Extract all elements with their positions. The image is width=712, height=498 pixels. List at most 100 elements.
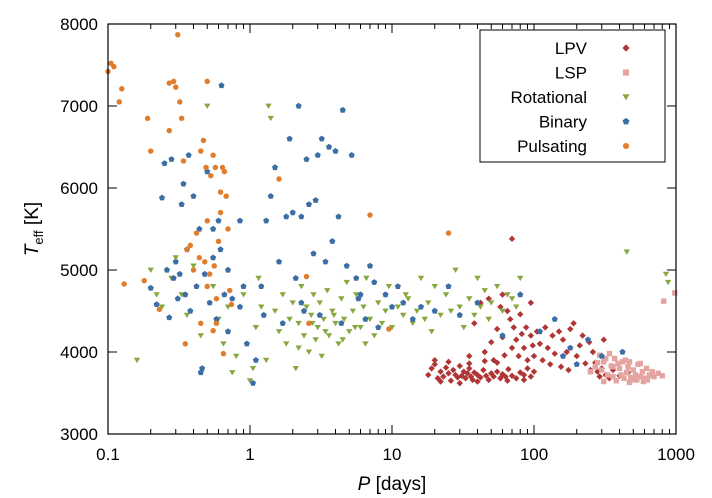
lsp-point: [611, 355, 618, 362]
rotational-point: [298, 284, 305, 290]
pulsating-point: [228, 301, 235, 308]
pulsating-point: [200, 137, 207, 144]
binary-point: [168, 156, 175, 162]
lpv-point: [425, 371, 432, 379]
rotational-point: [308, 312, 315, 318]
binary-point: [279, 320, 286, 326]
lpv-point: [505, 366, 512, 373]
rotational-point: [300, 333, 308, 339]
binary-point: [559, 352, 567, 359]
lpv-point: [450, 366, 457, 374]
series-pulsating: [105, 31, 452, 357]
binary-point: [295, 102, 302, 109]
pulsating-point: [210, 327, 216, 334]
lpv-point: [447, 377, 455, 384]
lpv-point: [504, 377, 511, 384]
legend-item-pulsating: Pulsating: [517, 137, 630, 156]
rotational-point: [477, 304, 484, 310]
rotational-point: [360, 304, 367, 310]
binary-point: [517, 291, 524, 298]
binary-point: [567, 344, 574, 351]
rotational-point: [481, 288, 488, 294]
rotational-point: [493, 284, 501, 290]
y-tick-label: 7000: [60, 97, 98, 116]
rotational-point: [279, 292, 286, 298]
lsp-point: [649, 368, 655, 375]
pulsating-point: [208, 172, 214, 179]
lpv-point: [431, 357, 438, 364]
rotational-point: [394, 304, 402, 310]
binary-point: [298, 213, 305, 220]
binary-point: [289, 209, 296, 216]
rotational-point: [371, 333, 378, 339]
binary-point: [300, 307, 308, 314]
rotational-point: [431, 284, 438, 290]
legend: LPV LSP Rotational Binary Pulsating: [479, 29, 666, 163]
rotational-point: [158, 304, 166, 310]
binary-point: [417, 303, 425, 310]
lsp-point: [622, 357, 629, 363]
legend-item-lsp: LSP: [555, 64, 630, 83]
pulsating-point: [198, 148, 204, 154]
pulsating-point: [121, 281, 127, 287]
rotational-point: [437, 312, 444, 318]
rotational-point: [456, 304, 463, 310]
lpv-point: [563, 348, 570, 356]
lpv-point: [445, 358, 452, 366]
lsp-point: [661, 298, 667, 304]
lpv-point: [488, 338, 495, 346]
pulsating-point: [166, 127, 172, 134]
lsp-point: [601, 359, 607, 365]
rotational-point: [246, 378, 254, 384]
lpv-point: [485, 295, 492, 302]
lsp-point: [625, 364, 631, 370]
rotational-point: [474, 275, 481, 282]
lpv-point: [469, 376, 476, 384]
rotational-point: [339, 337, 346, 343]
rotational-point: [183, 312, 191, 318]
binary-point: [275, 258, 283, 265]
lpv-point: [513, 336, 520, 343]
lpv-point: [466, 360, 473, 367]
rotational-point: [325, 333, 333, 339]
lpv-point: [527, 373, 535, 380]
lpv-point: [559, 336, 567, 343]
lsp-point: [628, 374, 634, 381]
rotational-point: [335, 341, 342, 347]
binary-point: [229, 295, 236, 302]
rotational-point: [485, 316, 492, 323]
lpv-point: [437, 368, 444, 375]
binary-point: [182, 291, 189, 298]
binary-point: [332, 147, 339, 154]
lsp-point: [599, 367, 605, 373]
binary-point: [170, 275, 177, 281]
pulsating-point: [213, 295, 220, 302]
rotational-point: [442, 292, 450, 298]
x-tick-label: 1000: [657, 445, 695, 464]
pulsating-point: [219, 164, 226, 171]
binary-point: [187, 307, 194, 314]
rotational-point: [310, 292, 317, 298]
lsp-point: [626, 379, 633, 386]
pulsating-point: [203, 164, 209, 171]
lsp-point: [621, 375, 627, 381]
rotational-point: [265, 103, 272, 109]
lpv-point: [551, 350, 558, 357]
binary-point: [322, 258, 329, 265]
pulsating-point: [204, 78, 210, 85]
binary-point: [161, 160, 168, 166]
rotational-point: [343, 279, 350, 286]
binary-point: [318, 135, 325, 142]
rotational-point: [413, 308, 421, 314]
rotational-point: [267, 115, 274, 122]
rotational-point: [404, 296, 412, 302]
lsp-point: [626, 359, 633, 365]
rotational-point: [249, 366, 257, 372]
binary-point: [263, 217, 270, 224]
lsp-point: [606, 350, 613, 357]
rotational-point: [303, 304, 310, 310]
rotational-point: [252, 325, 260, 331]
rotational-point: [346, 329, 353, 335]
pulsating-point: [276, 176, 282, 182]
